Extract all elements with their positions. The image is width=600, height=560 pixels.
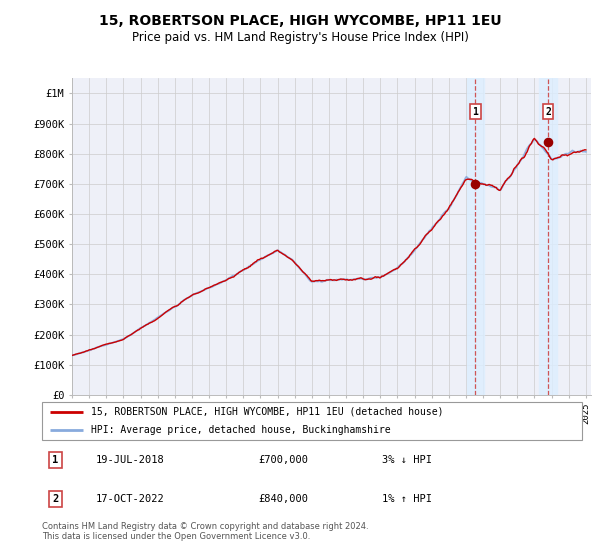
Text: 17-OCT-2022: 17-OCT-2022 (96, 494, 165, 504)
Text: 1: 1 (472, 106, 478, 116)
Text: 2: 2 (545, 106, 551, 116)
Point (470, 179, 480, 188)
Text: Contains HM Land Registry data © Crown copyright and database right 2024.
This d: Contains HM Land Registry data © Crown c… (42, 522, 368, 542)
Bar (539, 78, 557, 395)
Text: 19-JUL-2018: 19-JUL-2018 (96, 455, 165, 465)
Point (543, 137, 553, 146)
Text: 1: 1 (52, 455, 59, 465)
Text: 15, ROBERTSON PLACE, HIGH WYCOMBE, HP11 1EU: 15, ROBERTSON PLACE, HIGH WYCOMBE, HP11 … (98, 14, 502, 28)
Text: £840,000: £840,000 (258, 494, 308, 504)
Text: £700,000: £700,000 (258, 455, 308, 465)
Text: Price paid vs. HM Land Registry's House Price Index (HPI): Price paid vs. HM Land Registry's House … (131, 31, 469, 44)
Text: 1% ↑ HPI: 1% ↑ HPI (382, 494, 432, 504)
Text: HPI: Average price, detached house, Buckinghamshire: HPI: Average price, detached house, Buck… (91, 425, 390, 435)
Text: 15, ROBERTSON PLACE, HIGH WYCOMBE, HP11 1EU (detached house): 15, ROBERTSON PLACE, HIGH WYCOMBE, HP11 … (91, 407, 443, 417)
Text: 2: 2 (52, 494, 59, 504)
Text: 3% ↓ HPI: 3% ↓ HPI (382, 455, 432, 465)
Bar (467, 78, 484, 395)
